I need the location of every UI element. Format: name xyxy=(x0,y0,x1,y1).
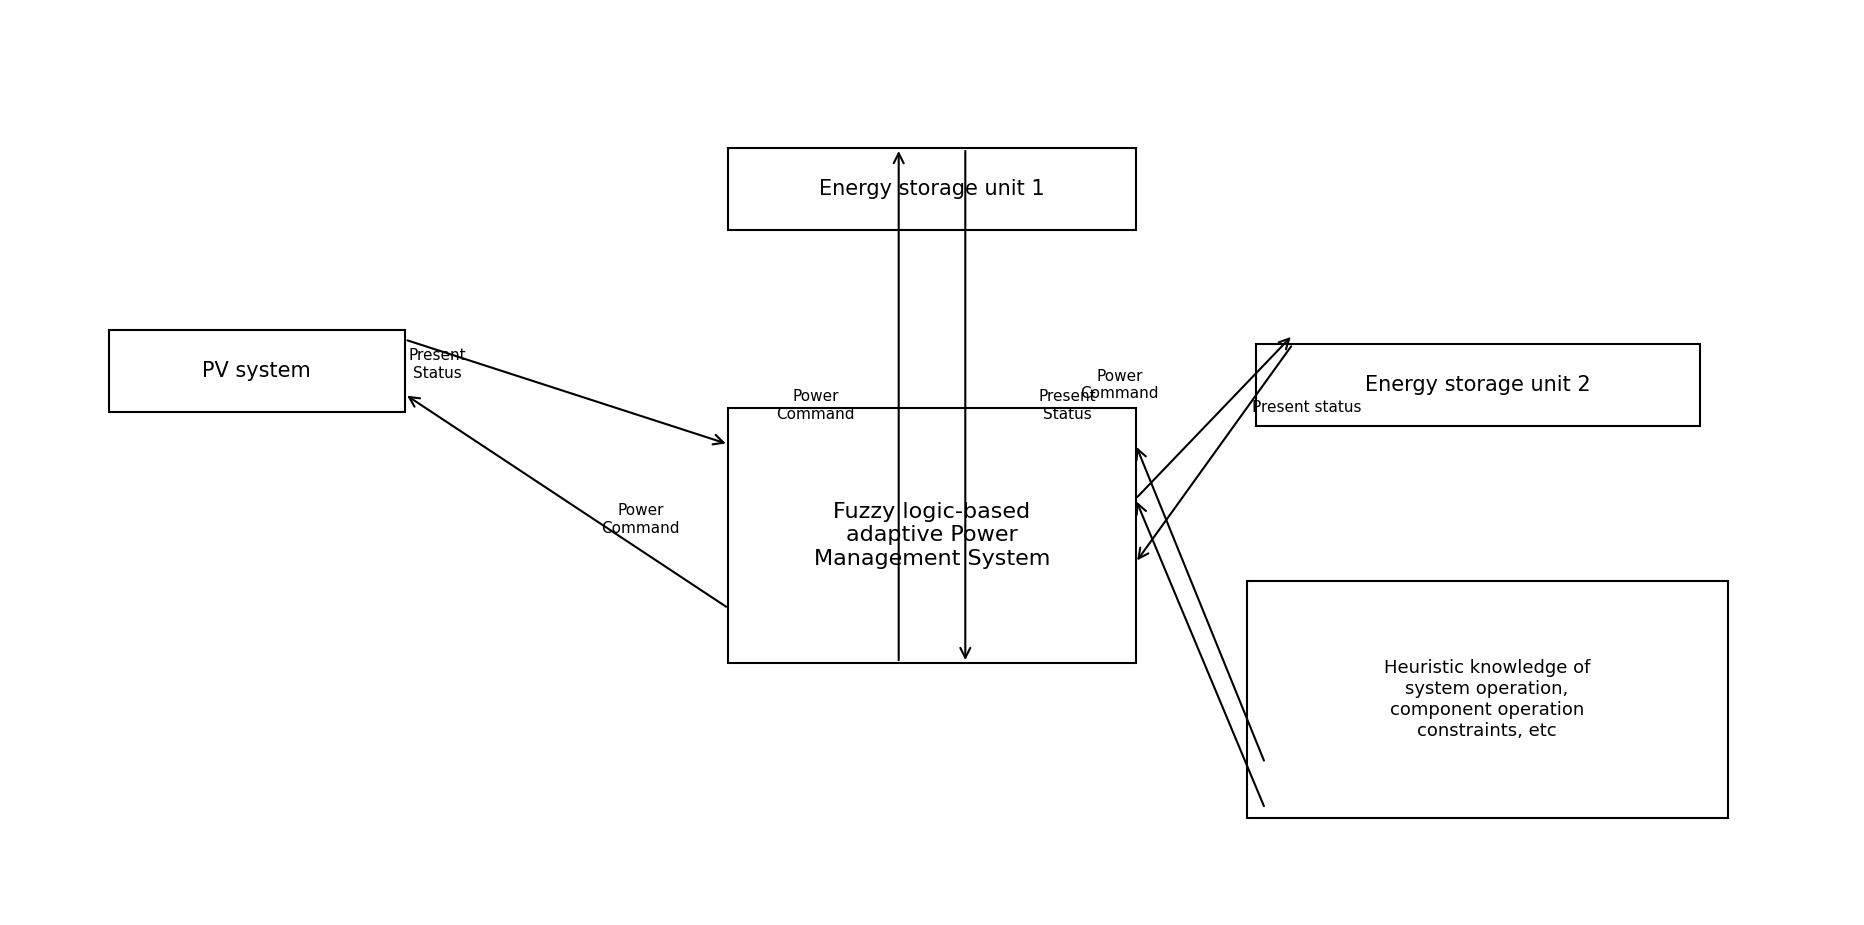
Bar xyxy=(108,330,404,413)
Text: Energy storage unit 2: Energy storage unit 2 xyxy=(1364,375,1590,395)
Text: Present
Status: Present Status xyxy=(1038,389,1096,422)
Text: Power
Command: Power Command xyxy=(1079,369,1159,401)
Text: Power
Command: Power Command xyxy=(602,503,680,536)
Bar xyxy=(1256,344,1700,426)
Bar xyxy=(729,148,1135,230)
Text: PV system: PV system xyxy=(203,362,311,381)
Text: Heuristic knowledge of
system operation,
component operation
constraints, etc: Heuristic knowledge of system operation,… xyxy=(1383,660,1590,740)
Text: Present
Status: Present Status xyxy=(408,349,466,381)
Bar xyxy=(729,408,1135,663)
Bar xyxy=(1247,581,1728,818)
Text: Present status: Present status xyxy=(1253,401,1361,415)
Text: Power
Command: Power Command xyxy=(775,389,856,422)
Text: Energy storage unit 1: Energy storage unit 1 xyxy=(818,179,1046,199)
Text: Fuzzy logic-based
adaptive Power
Management System: Fuzzy logic-based adaptive Power Managem… xyxy=(815,502,1049,569)
